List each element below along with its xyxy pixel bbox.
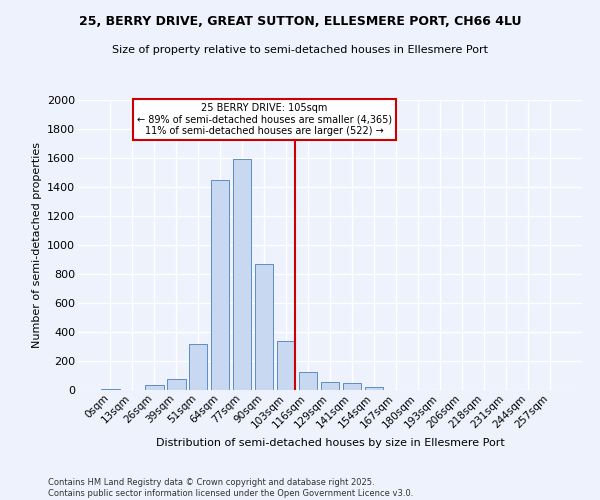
Bar [320, 382, 340, 390]
Bar [145, 385, 164, 390]
Text: 25 BERRY DRIVE: 105sqm
← 89% of semi-detached houses are smaller (4,365)
11% of : 25 BERRY DRIVE: 105sqm ← 89% of semi-det… [137, 103, 392, 136]
Y-axis label: Number of semi-detached properties: Number of semi-detached properties [32, 142, 41, 348]
Bar [189, 344, 208, 390]
Bar [277, 340, 295, 390]
Bar [211, 180, 229, 390]
X-axis label: Distribution of semi-detached houses by size in Ellesmere Port: Distribution of semi-detached houses by … [155, 438, 505, 448]
Bar [255, 264, 274, 390]
Bar [167, 379, 185, 390]
Text: Contains HM Land Registry data © Crown copyright and database right 2025.
Contai: Contains HM Land Registry data © Crown c… [48, 478, 413, 498]
Bar [299, 372, 317, 390]
Bar [365, 387, 383, 390]
Text: 25, BERRY DRIVE, GREAT SUTTON, ELLESMERE PORT, CH66 4LU: 25, BERRY DRIVE, GREAT SUTTON, ELLESMERE… [79, 15, 521, 28]
Bar [343, 383, 361, 390]
Text: Size of property relative to semi-detached houses in Ellesmere Port: Size of property relative to semi-detach… [112, 45, 488, 55]
Bar [101, 388, 119, 390]
Bar [233, 160, 251, 390]
